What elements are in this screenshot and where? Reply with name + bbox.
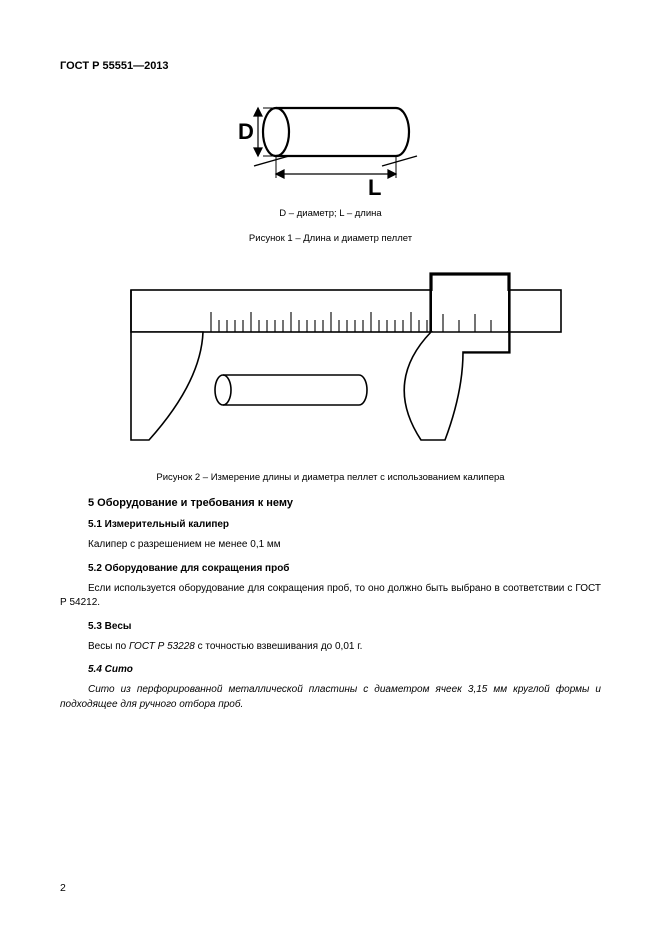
figure-1-legend: D – диаметр; L – длина (60, 208, 601, 219)
doc-header: ГОСТ Р 55551—2013 (60, 60, 601, 72)
subsection-5-3-body: Весы по ГОСТ Р 53228 с точностью взвешив… (60, 640, 601, 655)
d-label: D (238, 119, 254, 144)
page-number: 2 (60, 882, 66, 894)
subsection-5-2-body: Если используется оборудование для сокра… (60, 582, 601, 611)
figure-2 (60, 262, 601, 452)
figure-1-caption: Рисунок 1 – Длина и диаметр пеллет (60, 233, 601, 244)
subsection-5-3-title: 5.3 Весы (60, 621, 601, 632)
subsection-5-1-title: 5.1 Измерительный калипер (60, 519, 601, 530)
l-label: L (368, 175, 381, 200)
figure-2-caption: Рисунок 2 – Измерение длины и диаметра п… (60, 472, 601, 483)
cylinder-diagram-svg: D L (216, 92, 446, 202)
caliper-diagram-svg (91, 262, 571, 452)
subsection-5-4-title: 5.4 Сито (60, 664, 601, 675)
figure-1: D L (60, 92, 601, 202)
gost-ref: ГОСТ Р 53228 (129, 641, 195, 652)
subsection-5-2-title: 5.2 Оборудование для сокращения проб (60, 563, 601, 574)
subsection-5-4-body: Сито из перфорированной металлической пл… (60, 683, 601, 712)
page: ГОСТ Р 55551—2013 D (0, 0, 661, 936)
section-5-title: 5 Оборудование и требования к нему (60, 497, 601, 509)
subsection-5-1-body: Калипер с разрешением не менее 0,1 мм (60, 538, 601, 553)
